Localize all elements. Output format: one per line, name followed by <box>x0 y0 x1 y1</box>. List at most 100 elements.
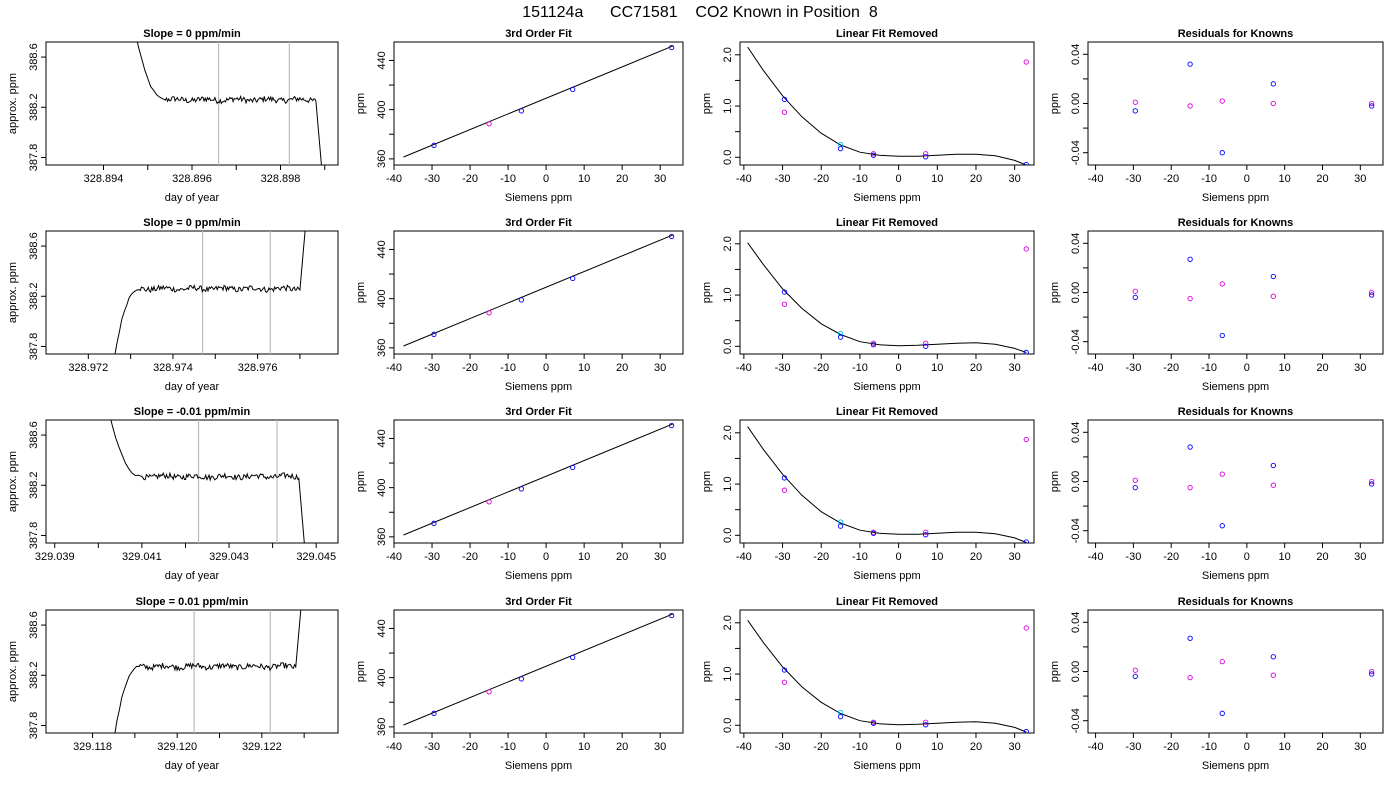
x-tick-label: 328.896 <box>172 173 212 185</box>
x-tick-label: -30 <box>1125 551 1141 563</box>
data-point <box>1132 108 1138 114</box>
plot-area <box>403 612 675 726</box>
x-tick-label: 0 <box>1244 362 1250 374</box>
x-tick-label: 0 <box>1244 741 1250 753</box>
data-point <box>837 145 844 152</box>
x-tick-label: -30 <box>1125 741 1141 753</box>
data-point <box>1270 462 1276 469</box>
data-point <box>570 275 576 282</box>
figure-title: 151124a CC71581 CO2 Known in Position 8 <box>522 4 878 21</box>
x-tick-label: -20 <box>462 551 478 563</box>
fit-line <box>403 423 674 536</box>
x-tick-label: -20 <box>813 551 829 563</box>
x-tick-label: 30 <box>654 173 666 185</box>
x-tick-label: -30 <box>424 551 440 563</box>
data-point <box>1270 672 1276 678</box>
data-point <box>837 713 844 720</box>
panel-r1-c4: Residuals for Knowns -40 -30 -20 -10 0 10 20 30 -… <box>1049 28 1384 204</box>
y-axis-label: ppm <box>701 282 713 303</box>
x-tick-label: 10 <box>578 551 590 563</box>
y-tick-label: 440 <box>376 240 388 258</box>
fit-curve <box>747 620 1027 733</box>
x-tick-label: -40 <box>1088 551 1104 563</box>
data-point <box>668 422 675 429</box>
data-point <box>486 689 492 695</box>
y-axis-label: ppm <box>1049 93 1061 114</box>
y-tick-label: 0.00 <box>1070 661 1082 682</box>
plot-area <box>1132 635 1375 716</box>
plot-area <box>747 426 1029 543</box>
plot-frame <box>45 230 339 355</box>
data-point <box>668 612 675 619</box>
y-tick-label: 400 <box>376 478 388 496</box>
y-tick-label: 388.6 <box>28 611 40 639</box>
x-tick-label: 20 <box>1316 362 1328 374</box>
x-tick-label: -20 <box>813 362 829 374</box>
plot-area <box>1132 444 1375 529</box>
x-tick-label: 329.045 <box>296 551 336 563</box>
y-tick-label: 0.0 <box>722 528 734 543</box>
x-axis-label: Siemens ppm <box>1202 192 1269 204</box>
data-point <box>1369 478 1375 485</box>
x-tick-label: -10 <box>500 173 516 185</box>
plot-frame <box>393 609 684 734</box>
panel-title: 3rd Order Fit <box>505 28 572 40</box>
x-tick-label: 328.974 <box>153 362 193 374</box>
x-axis-label: Siemens ppm <box>505 192 572 204</box>
panel-r3-c4: Residuals for Knowns -40 -30 -20 -10 0 10 20 30 -… <box>1049 406 1384 582</box>
data-point <box>923 722 929 728</box>
plot-area <box>114 231 306 354</box>
plot-area <box>114 610 302 733</box>
panel-title: Slope = 0 ppm/min <box>143 217 241 229</box>
x-tick-label: -30 <box>775 362 791 374</box>
y-tick-label: 0.04 <box>1070 422 1082 443</box>
x-axis-label: Siemens ppm <box>853 760 920 772</box>
data-point <box>431 710 437 716</box>
co2-trace-line <box>110 420 305 543</box>
data-point <box>1023 59 1029 65</box>
fit-curve <box>747 46 1027 165</box>
x-tick-label: -10 <box>1201 551 1217 563</box>
x-tick-label: -30 <box>424 173 440 185</box>
data-point <box>1369 481 1375 487</box>
y-axis-label: approx. ppm <box>7 641 19 702</box>
data-point <box>518 486 525 492</box>
data-point <box>1132 477 1138 483</box>
data-point <box>1023 625 1029 631</box>
y-axis-label: ppm <box>355 661 367 682</box>
y-axis-label: ppm <box>355 282 367 303</box>
x-tick-label: 30 <box>1009 362 1021 374</box>
data-point <box>837 330 844 337</box>
y-tick-label: 440 <box>376 429 388 447</box>
x-tick-label: 10 <box>1279 551 1291 563</box>
data-point <box>1023 436 1029 443</box>
x-tick-label: 10 <box>1279 741 1291 753</box>
x-tick-label: 30 <box>1354 362 1366 374</box>
x-tick-label: -40 <box>736 741 752 753</box>
x-tick-label: 10 <box>578 173 590 185</box>
x-axis-label: Siemens ppm <box>853 192 920 204</box>
y-tick-label: 440 <box>376 619 388 637</box>
plot-frame <box>739 230 1035 355</box>
y-tick-label: 400 <box>376 289 388 307</box>
data-point <box>431 142 437 148</box>
x-tick-label: 0 <box>896 173 902 185</box>
y-tick-label: 2.0 <box>722 615 734 630</box>
plot-frame <box>393 230 684 355</box>
data-point <box>668 233 675 240</box>
y-axis-label: ppm <box>701 661 713 682</box>
x-tick-label: 30 <box>654 362 666 374</box>
data-point <box>1270 293 1276 299</box>
x-tick-label: 10 <box>1279 173 1291 185</box>
fit-line <box>403 234 674 347</box>
y-tick-label: 360 <box>376 528 388 546</box>
data-point <box>1023 161 1029 165</box>
x-tick-label: 20 <box>616 173 628 185</box>
x-tick-label: 0 <box>896 741 902 753</box>
co2-trace-line <box>114 610 302 733</box>
x-axis-label: day of year <box>165 381 220 393</box>
data-point <box>1270 100 1276 107</box>
data-point <box>923 340 929 346</box>
x-tick-label: 0 <box>896 551 902 563</box>
x-tick-label: 0 <box>1244 551 1250 563</box>
